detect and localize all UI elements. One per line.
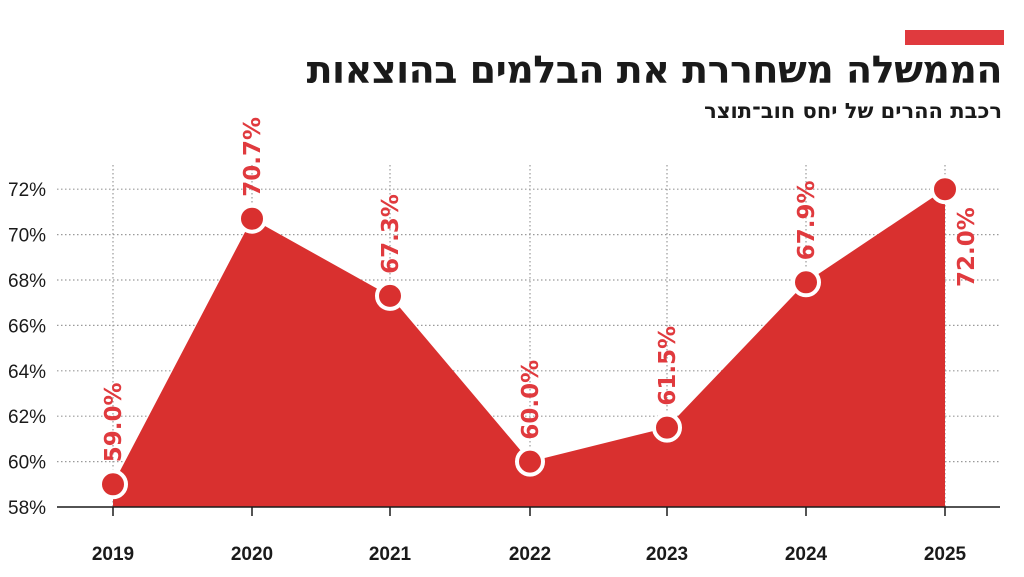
data-point — [652, 412, 682, 443]
chart-title: הממשלה משחררת את הבלמים בהוצאות — [306, 48, 1003, 92]
x-tick-label: 2020 — [231, 544, 273, 565]
x-tick-label: 2019 — [92, 544, 134, 565]
data-point — [98, 469, 128, 500]
x-tick-label: 2021 — [369, 544, 412, 565]
y-tick-label: 64% — [8, 362, 46, 383]
y-tick-label: 66% — [8, 316, 46, 337]
data-label: 59.0% — [101, 383, 127, 463]
y-tick-label: 60% — [8, 453, 46, 474]
x-tick-label: 2025 — [924, 544, 967, 565]
data-label: 67.9% — [794, 181, 820, 261]
data-point — [515, 446, 545, 477]
data-point — [930, 174, 960, 205]
x-tick-label: 2023 — [646, 544, 688, 565]
chart-subtitle: רכבת ההרים של יחס חוב־תוצר — [704, 99, 1002, 123]
y-tick-label: 62% — [8, 407, 46, 428]
data-label: 72.0% — [954, 207, 980, 287]
x-tick-label: 2024 — [785, 544, 828, 565]
data-point — [375, 280, 405, 311]
x-tick-label: 2022 — [509, 544, 551, 565]
data-label: 67.3% — [378, 194, 404, 274]
y-tick-label: 58% — [8, 498, 46, 519]
data-label: 60.0% — [518, 360, 544, 440]
data-label: 61.5% — [655, 326, 681, 406]
data-point — [237, 203, 267, 234]
accent-bar — [905, 30, 1004, 45]
data-label: 70.7% — [240, 117, 266, 197]
y-tick-label: 68% — [8, 271, 46, 292]
area-series — [113, 189, 945, 507]
y-tick-label: 72% — [8, 180, 46, 201]
y-tick-label: 70% — [8, 226, 46, 247]
data-point — [791, 267, 821, 298]
